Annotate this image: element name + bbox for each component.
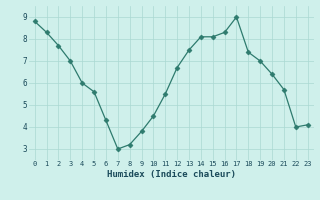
X-axis label: Humidex (Indice chaleur): Humidex (Indice chaleur) bbox=[107, 170, 236, 179]
